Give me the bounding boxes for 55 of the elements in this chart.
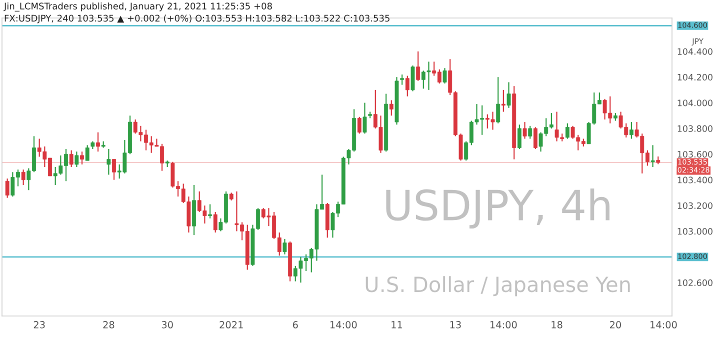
candlestick [522,121,527,140]
candlestick [528,125,532,140]
candlestick [106,148,111,176]
x-tick-label: 2021 [220,321,243,328]
candlestick [629,121,634,140]
y-tick-label: 103.000 [678,228,712,235]
candlestick [400,74,404,86]
x-tick-label: 23 [34,321,45,328]
candlestick [5,178,10,198]
x-tick-label: 14:00 [330,321,357,328]
y-tick-label: 102.600 [678,279,712,286]
candlestick [442,68,447,84]
chart-title: Jin_LCMSTraders published, January 21, 2021 11:25:35 +08 [4,2,272,12]
x-tick-label: 28 [103,321,114,328]
y-tick-label: 103.200 [678,202,712,209]
candlestick [501,89,506,112]
x-tick-label: 11 [392,321,402,328]
candlestick [282,238,287,255]
candlestick [650,144,655,168]
y-tick-label: 104.000 [678,100,712,106]
y-tick-label: 104.400 [678,48,712,55]
y-tick-label: 104.200 [678,74,712,81]
candlestick [362,102,367,134]
candlestick [389,100,394,116]
x-tick-label: 20 [610,321,621,328]
x-tick-label: 6 [292,321,298,328]
annotation: U.S. Dollar / Japanese Yen [366,276,630,296]
candlestick [74,151,79,168]
candlestick [506,82,511,108]
annotation: USDJPY, 4h [386,188,610,229]
candlestick [405,75,410,97]
candlestick [357,116,362,134]
x-tick-label: 14:00 [650,321,677,328]
chart-subtitle: FX:USDJPY, 240 103.535 ▲ +0.002 (+0%) O:103.553 H:103.582 L:103.522 C:103.535 [4,14,390,24]
candlestick [410,64,415,92]
y-tick-label: 103.600 [678,150,712,158]
candlestick [533,126,538,150]
candlestick [213,211,218,234]
x-tick-label: 18 [552,321,562,328]
candlestick [208,204,212,219]
candlestick [85,144,90,162]
candlestick [80,151,84,165]
candlestick [21,169,26,186]
x-tick-label: 13 [450,321,461,328]
candlestick [96,132,100,152]
candlestick [69,150,74,168]
y-tick-label: 103.400 [678,176,712,184]
x-tick-label: 30 [162,321,173,328]
candlestick [565,122,570,140]
y-tick-label: 103.800 [678,125,712,132]
x-tick-label: 14:00 [490,321,517,328]
candlestick [517,124,522,150]
candlestick [496,76,500,124]
candlestick [112,158,116,180]
candlestick [416,50,420,82]
